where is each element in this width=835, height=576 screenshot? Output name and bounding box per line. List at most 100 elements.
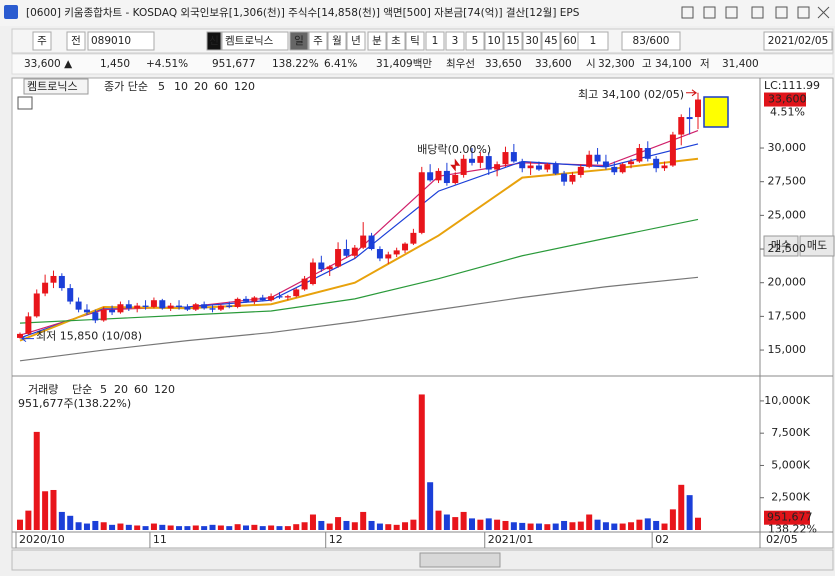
candle-body <box>326 266 333 270</box>
toolbar-button[interactable] <box>425 31 445 51</box>
toolbar-label[interactable]: 켐트로닉스 <box>225 35 274 47</box>
toolbar-label[interactable]: 089010 <box>91 35 131 47</box>
volume-bar <box>176 526 183 530</box>
candle-body <box>259 297 266 301</box>
volume-bar <box>552 523 559 530</box>
candle-body <box>636 148 643 162</box>
toolbar-button[interactable] <box>541 31 561 51</box>
toolbar-button[interactable] <box>346 31 366 51</box>
legend-entry: 120 <box>234 80 255 93</box>
candle-body <box>602 161 609 167</box>
toolbar-label[interactable]: 60 <box>563 35 576 47</box>
toolbar-button[interactable] <box>445 31 465 51</box>
volume-bar <box>502 520 509 530</box>
toolbar-label[interactable]: 1 <box>590 35 597 47</box>
candle-body <box>502 152 509 165</box>
volume-bar <box>402 522 409 530</box>
toolbar-button[interactable] <box>763 31 833 51</box>
toolbar-label[interactable]: 45 <box>544 35 557 47</box>
toolbar-label[interactable]: 30 <box>525 35 538 47</box>
scroll-thumb[interactable] <box>419 552 501 568</box>
toolbar-label[interactable]: 신 <box>209 35 219 47</box>
toolbar-button[interactable] <box>621 31 681 51</box>
volume-bar <box>460 511 467 530</box>
change-label: 4.51% <box>770 106 805 119</box>
toolbar-button[interactable] <box>465 31 485 51</box>
toolbar-label[interactable]: 전 <box>71 35 81 47</box>
toolbar-label[interactable]: 월 <box>332 35 342 47</box>
candle-body <box>393 250 400 255</box>
volume-bar <box>452 517 459 530</box>
candle-body <box>661 165 668 169</box>
toolbar-label[interactable]: 83/600 <box>633 35 670 47</box>
candle-body <box>519 161 526 169</box>
toolbar-label[interactable]: 15 <box>506 35 519 47</box>
toolbar-button[interactable] <box>386 31 406 51</box>
toolbar-button[interactable] <box>87 31 155 51</box>
volume-bar <box>192 525 199 530</box>
toolbar-button[interactable] <box>66 31 86 51</box>
volume-bar <box>318 520 325 530</box>
quote-text: 최우선 <box>446 58 475 70</box>
quote-text: 951,677 <box>212 58 255 70</box>
toolbar-label[interactable]: 분 <box>372 35 382 47</box>
candle-body <box>410 232 417 244</box>
candle-body <box>385 254 392 259</box>
candle-body <box>686 117 693 120</box>
toolbar-label[interactable]: 초 <box>391 35 401 47</box>
toolbar-button[interactable] <box>367 31 387 51</box>
toolbar-label[interactable]: 주 <box>37 35 47 47</box>
x-tick-label: 2021/01 <box>488 533 534 546</box>
candle-body <box>343 249 350 256</box>
candle-body <box>368 235 375 250</box>
volume-bar <box>360 511 367 530</box>
ma-line <box>19 218 699 324</box>
toolbar-button[interactable] <box>522 31 542 51</box>
volume-note: 951,677주(138.22%) <box>18 397 131 410</box>
candle-body <box>201 304 208 309</box>
toolbar-button[interactable] <box>32 31 52 51</box>
candle-body <box>243 298 249 302</box>
volume-bar <box>527 523 534 530</box>
toolbar-button[interactable] <box>577 31 609 51</box>
candle-body <box>611 166 618 173</box>
toolbar-button[interactable] <box>503 31 523 51</box>
toolbar-label[interactable]: 년 <box>351 35 361 47</box>
toolbar-label[interactable]: 2021/02/05 <box>768 35 829 47</box>
volume-bar <box>259 526 266 530</box>
volume-bar <box>301 522 308 530</box>
toolbar-button[interactable] <box>327 31 347 51</box>
toolbar-label[interactable]: 10 <box>487 35 500 47</box>
toolbar-label[interactable]: 틱 <box>410 35 420 47</box>
order-button-label[interactable]: 매수 <box>771 239 791 252</box>
candle-body <box>552 164 559 174</box>
quote-text: 31,400 <box>722 58 759 70</box>
order-button[interactable] <box>799 235 835 257</box>
toolbar-button[interactable] <box>289 31 309 51</box>
volume-bar <box>644 518 651 530</box>
volume-bar <box>376 523 383 530</box>
volume-bar <box>284 526 291 530</box>
order-button[interactable] <box>763 235 799 257</box>
toolbar-button[interactable] <box>206 31 222 51</box>
candle-body <box>669 134 676 166</box>
toolbar-label[interactable]: 3 <box>452 35 459 47</box>
toolbar-label[interactable]: 일 <box>294 34 304 47</box>
toolbar-button[interactable] <box>221 31 289 51</box>
candle-body <box>443 170 450 184</box>
toolbar-button[interactable] <box>484 31 504 51</box>
quote-text: 31,409백만 <box>376 58 432 70</box>
quote-text: 저 <box>700 58 710 70</box>
candle-body <box>301 278 308 290</box>
window-controls <box>681 6 830 19</box>
toolbar-button[interactable] <box>405 31 425 51</box>
volume-bar <box>443 514 450 530</box>
toolbar-label[interactable]: 5 <box>472 35 479 47</box>
candle-body <box>293 289 300 297</box>
candle-body <box>184 306 191 310</box>
order-button-label[interactable]: 매도 <box>807 239 827 252</box>
toolbar-label[interactable]: 주 <box>313 35 323 47</box>
toolbar-label[interactable]: 1 <box>432 35 439 47</box>
volume-bar <box>343 520 350 530</box>
toolbar-button[interactable] <box>308 31 328 51</box>
